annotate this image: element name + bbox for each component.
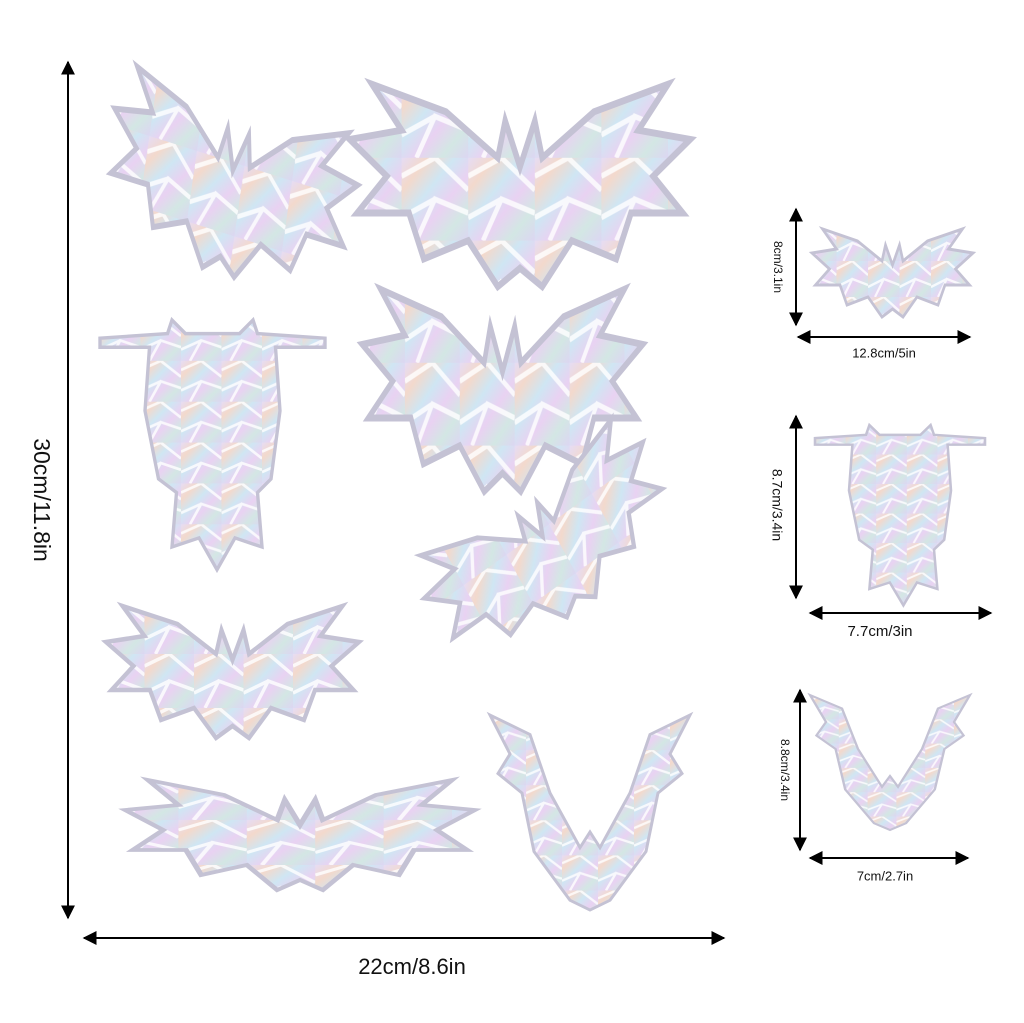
bat-sticker <box>813 423 987 607</box>
bat-sticker <box>98 318 327 572</box>
dimensions: 30cm/11.8in 22cm/8.6in 8cm/3.1in 12.8cm/… <box>29 60 993 979</box>
width-label: 22cm/8.6in <box>358 954 466 979</box>
width-label: 7cm/2.7in <box>857 868 913 883</box>
bat-sticker <box>808 693 972 832</box>
bat-sticker <box>125 780 475 890</box>
bat-sticker <box>488 713 692 912</box>
height-label: 8.8cm/3.4in <box>778 739 792 801</box>
height-label: 8.7cm/3.4in <box>769 469 785 541</box>
width-label: 12.8cm/5in <box>852 345 916 360</box>
bat-sticker <box>810 227 975 319</box>
bat-sticker <box>97 62 365 311</box>
bat-sticker <box>106 606 359 738</box>
height-label: 8cm/3.1in <box>771 241 785 293</box>
bat-sticker <box>350 84 690 286</box>
height-label: 30cm/11.8in <box>29 438 55 562</box>
width-label: 7.7cm/3in <box>847 623 912 640</box>
